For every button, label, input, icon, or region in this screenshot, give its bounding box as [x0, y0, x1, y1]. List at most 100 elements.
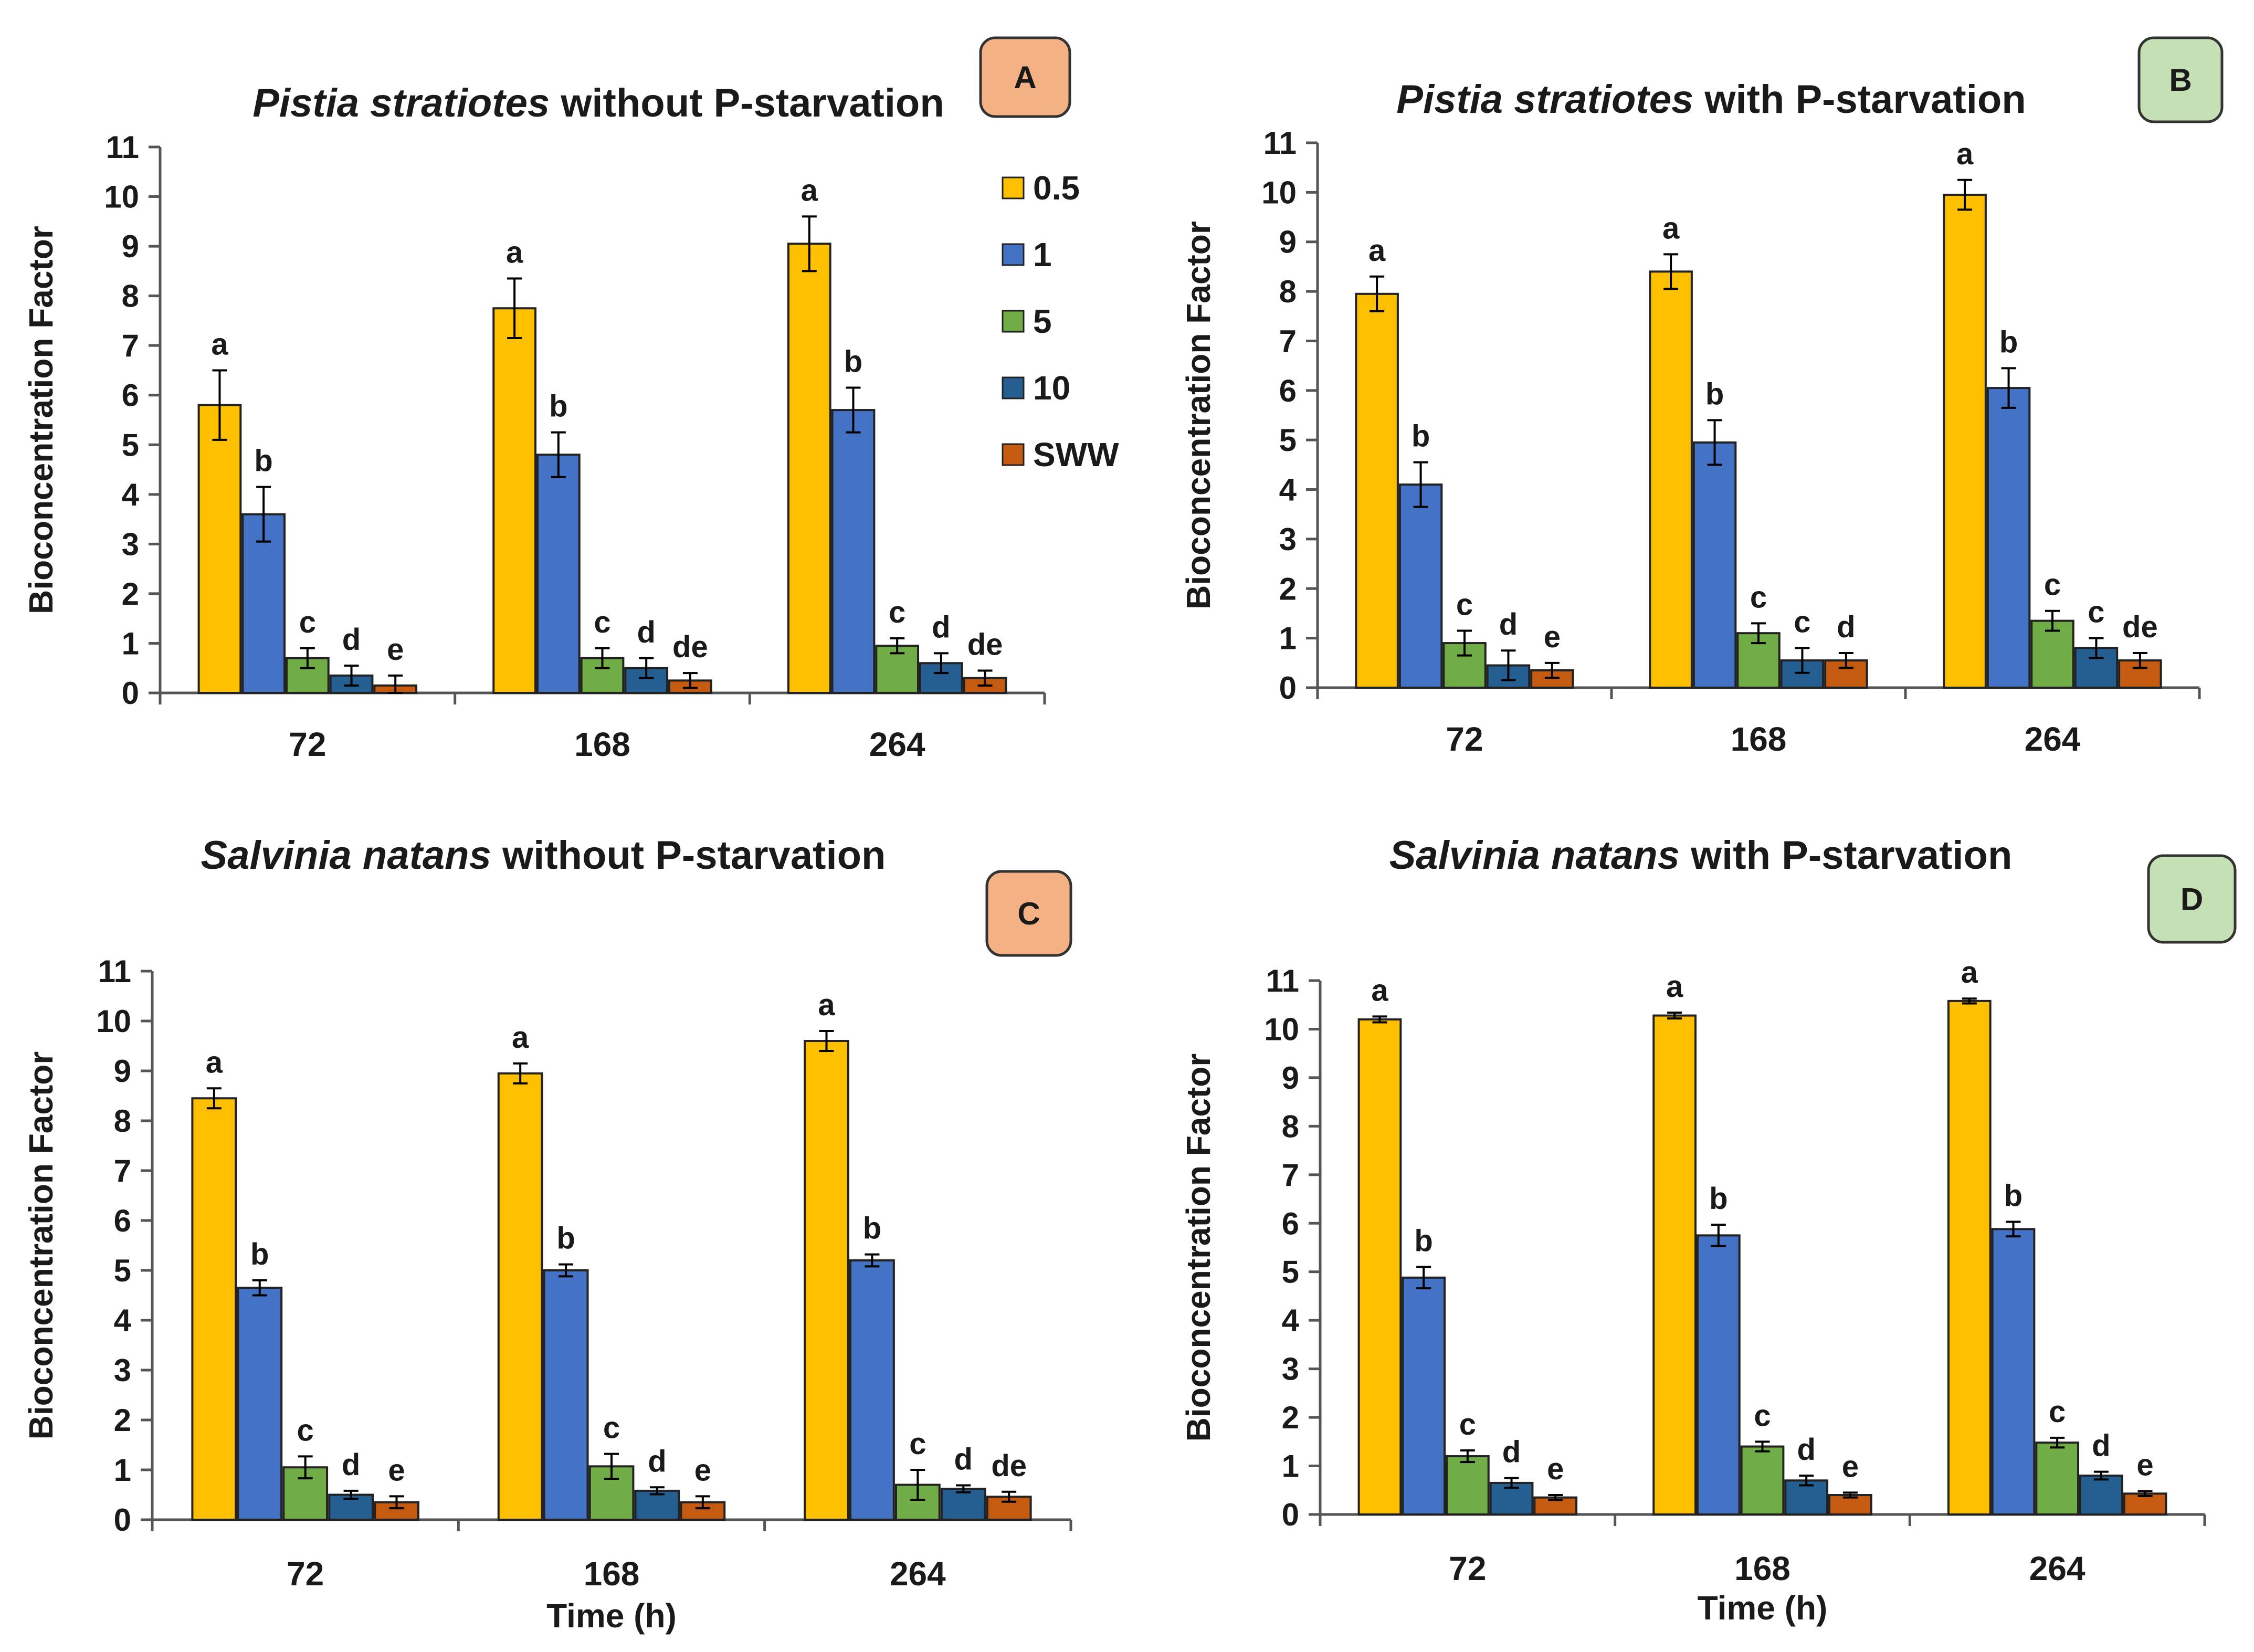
panel-d-title-species: Salvinia natans [1389, 833, 1680, 878]
panel-a-significance-letter: a [211, 327, 228, 361]
panel-c-significance-letter: a [818, 988, 835, 1022]
panel-d-y-tick-label: 7 [1282, 1158, 1299, 1193]
panel-a-significance-letter: a [801, 173, 818, 207]
panel-c-y-axis-title: Bioconcentration Factor [22, 1051, 60, 1440]
panel-b-bar [1649, 270, 1693, 689]
panel-d-significance-letter: b [1709, 1182, 1728, 1216]
panel-a-y-tick-label: 6 [122, 378, 139, 413]
panel-d-bar [2079, 1475, 2123, 1516]
panel-a-y-tick-label: 11 [106, 130, 139, 165]
panel-a-significance-letter: b [254, 444, 272, 478]
panel-c-x-axis-title: Time (h) [546, 1597, 677, 1635]
panel-a-significance-letter: b [844, 345, 862, 379]
panel-a-y-tick-label: 3 [122, 527, 139, 562]
panel-d-y-tick-label: 2 [1282, 1400, 1299, 1435]
panel-d-y-tick-label: 4 [1282, 1303, 1300, 1338]
panel-d-y-tick-label: 1 [1282, 1449, 1299, 1484]
panel-c-significance-letter: b [556, 1222, 575, 1256]
panel-c-bar [497, 1072, 543, 1521]
panel-d-significance-letter: e [1547, 1452, 1564, 1486]
panel-a-y-tick-label: 9 [122, 229, 139, 264]
panel-a-bar [787, 243, 831, 694]
panel-c-significance-letter: d [648, 1444, 666, 1478]
panel-c-significance-letter: d [342, 1448, 360, 1482]
panel-b-y-tick-label: 11 [1263, 125, 1297, 161]
panel-d-y-tick-label: 9 [1282, 1060, 1299, 1096]
panel-a-significance-letter: a [506, 236, 523, 270]
panel-d-significance-letter: c [1754, 1398, 1771, 1433]
panel-c-y-tick-label: 5 [114, 1253, 131, 1288]
panel-d-bar [1652, 1014, 1697, 1516]
panel-d-category-label: 264 [2029, 1550, 2086, 1587]
panel-d-significance-letter: e [2136, 1448, 2153, 1482]
panel-a-category-label: 72 [289, 725, 326, 763]
panel-d-significance-letter: a [1666, 970, 1683, 1004]
panel-a-y-tick-label: 4 [122, 477, 140, 512]
panel-a-significance-letter: de [967, 627, 1003, 661]
panel-c-significance-letter: a [512, 1020, 529, 1055]
legend-swatch [1002, 176, 1025, 199]
panel-b-y-tick-label: 4 [1279, 472, 1297, 508]
panel-c-y-tick-label: 8 [114, 1103, 131, 1139]
panel-d-bar [2035, 1441, 2080, 1516]
panel-d-bar [1784, 1479, 1829, 1516]
panel-b-significance-letter: b [1705, 377, 1724, 411]
panel-b-significance-letter: b [1412, 419, 1430, 454]
panel-a-title-species: Pistia stratiotes [252, 81, 550, 125]
panel-c-significance-letter: a [206, 1045, 223, 1079]
panel-c-significance-letter: c [909, 1427, 926, 1461]
panel-b-significance-letter: c [2044, 568, 2061, 602]
panel-d-badge [2147, 854, 2237, 944]
panel-c-significance-letter: e [388, 1453, 405, 1487]
legend-label: 0.5 [1033, 169, 1080, 207]
legend-label: 5 [1033, 302, 1052, 340]
legend-label: SWW [1033, 436, 1119, 473]
panel-c-bar [191, 1097, 237, 1521]
panel-d-bar [1947, 999, 1992, 1516]
panel-b-y-tick-label: 5 [1279, 423, 1297, 458]
panel-d-bar [1357, 1018, 1402, 1516]
legend-label: 1 [1033, 236, 1052, 273]
panel-d-x-axis-title: Time (h) [1698, 1589, 1828, 1627]
panel-d-significance-letter: c [1459, 1407, 1476, 1441]
panel-b-significance-letter: c [1794, 605, 1810, 639]
panel-b-significance-letter: a [1956, 137, 1974, 171]
panel-b-y-axis-title: Bioconcentration Factor [1179, 221, 1217, 609]
panel-d-significance-letter: a [1961, 955, 1978, 990]
panel-b-significance-letter: c [2088, 595, 2104, 629]
panel-b-significance-letter: b [1999, 325, 2018, 359]
panel-c-significance-letter: d [954, 1442, 973, 1476]
panel-c-title: Salvinia natans without P-starvation [201, 833, 886, 878]
panel-d-title-condition: with P-starvation [1680, 833, 2012, 878]
panel-d-y-tick-label: 8 [1282, 1109, 1299, 1144]
panel-b-y-tick-label: 2 [1279, 571, 1297, 606]
panel-b-bar [1398, 483, 1443, 689]
panel-b-badge [2137, 36, 2224, 123]
panel-a-bar [492, 307, 537, 694]
panel-a-title: Pistia stratiotes without P-starvation [252, 81, 944, 125]
panel-a-significance-letter: de [672, 630, 708, 664]
panel-d-significance-letter: b [2004, 1179, 2023, 1213]
legend-swatch [1002, 310, 1025, 333]
panel-c-y-tick-label: 7 [114, 1153, 131, 1188]
panel-b-badge-label: B [2169, 62, 2192, 98]
panel-b-category-label: 72 [1446, 720, 1483, 758]
panel-a-significance-letter: b [549, 390, 567, 424]
panel-c-y-tick-label: 6 [114, 1203, 131, 1238]
panel-d-significance-letter: a [1371, 973, 1388, 1007]
panel-a-significance-letter: d [932, 610, 950, 644]
panel-b-significance-letter: de [2122, 610, 2158, 644]
panel-c-category-label: 264 [890, 1555, 946, 1593]
panel-d-bar [1402, 1276, 1446, 1516]
panel-d-y-tick-label: 5 [1282, 1255, 1299, 1290]
panel-b-title-condition: with P-starvation [1693, 77, 2026, 122]
panel-c-badge-label: C [1017, 896, 1040, 931]
panel-b-significance-letter: d [1499, 607, 1518, 641]
panel-a-bar [241, 513, 286, 694]
panel-a-bar [831, 409, 876, 694]
panel-b-significance-letter: d [1837, 610, 1855, 644]
panel-b-y-tick-label: 1 [1279, 621, 1297, 656]
panel-b-y-tick-label: 0 [1279, 670, 1297, 706]
panel-c-y-tick-label: 4 [114, 1303, 132, 1338]
